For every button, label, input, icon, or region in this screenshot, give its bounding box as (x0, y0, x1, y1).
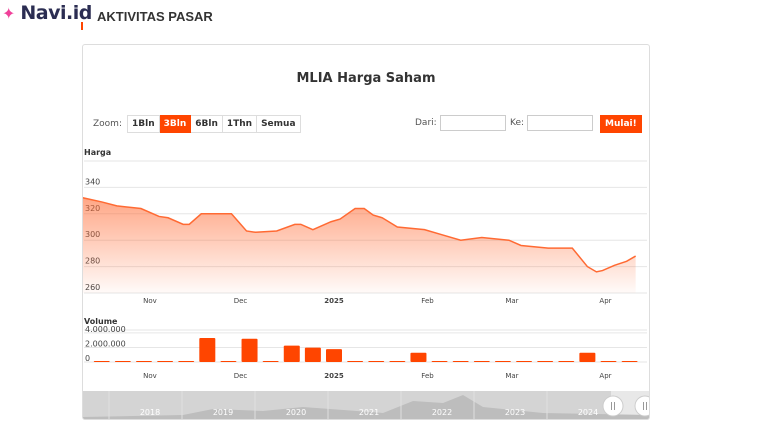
volume-bar (494, 361, 511, 362)
x-tick-label: Dec (234, 372, 248, 380)
zoom-1thn-button[interactable]: 1Thn (222, 115, 258, 133)
x-tick-label: 2025 (324, 372, 344, 380)
price-tick-label: 340 (85, 177, 100, 186)
navigator-year-label: 2022 (432, 408, 452, 417)
volume-bar (410, 352, 427, 362)
x-tick-label: Dec (234, 297, 248, 305)
volume-tick-label: 4.000.000 (85, 325, 126, 334)
volume-bar (114, 361, 131, 362)
navigator-year-label: 2024 (578, 408, 598, 417)
page-title: AKTIVITAS PASAR (97, 9, 213, 24)
x-tick-label: 2025 (324, 297, 344, 305)
zoom-3bln-button[interactable]: 3Bln (159, 115, 192, 133)
volume-bar (220, 361, 237, 362)
to-date-input[interactable] (527, 115, 594, 131)
price-area (83, 197, 636, 293)
from-date-input[interactable] (439, 115, 506, 131)
zoom-6bln-button[interactable]: 6Bln (191, 115, 223, 133)
volume-bar (304, 347, 321, 362)
x-tick-label: Apr (599, 297, 611, 305)
volume-tick-label: 0 (85, 354, 90, 363)
volume-bar (241, 338, 258, 362)
volume-bar (389, 361, 406, 362)
divider (81, 22, 83, 30)
sparkle-icon: ✦ (2, 3, 16, 23)
volume-bar (283, 345, 300, 362)
volume-bar (431, 361, 448, 362)
volume-bar (157, 361, 174, 362)
volume-tick-label: 2.000.000 (85, 339, 126, 348)
x-tick-label: Feb (421, 297, 434, 305)
zoom-label: Zoom: (93, 119, 122, 129)
volume-bar (368, 361, 385, 362)
to-label: Ke: (510, 118, 525, 128)
price-line (83, 197, 637, 273)
navigator-year-label: 2019 (213, 408, 233, 417)
navigator-series (83, 395, 649, 419)
navigator-handle[interactable] (602, 395, 624, 417)
mulai-button[interactable]: Mulai! (600, 115, 642, 133)
volume-bar (621, 361, 638, 362)
volume-bar (537, 361, 554, 362)
navigator-year-label: 2023 (505, 408, 525, 417)
volume-bar (262, 361, 279, 362)
volume-bar (516, 361, 533, 362)
x-tick-label: Feb (421, 372, 434, 380)
x-tick-label: Mar (505, 372, 518, 380)
x-tick-label: Apr (599, 372, 611, 380)
volume-bar (135, 361, 152, 362)
zoom-selector: Zoom: 1Bln 3Bln 6Bln 1Thn Semua (93, 115, 301, 133)
volume-bar (347, 361, 364, 362)
volume-bar (93, 361, 110, 362)
brand-name: Navi.id (20, 2, 92, 24)
navigator-year-label: 2020 (286, 408, 306, 417)
volume-bar (473, 361, 490, 362)
volume-bar (558, 361, 575, 362)
volume-axis-title: Volume (84, 317, 118, 326)
volume-bar (326, 349, 342, 362)
chart-title: MLIA Harga Saham (296, 71, 436, 86)
navigator-year-label: 2018 (140, 408, 160, 417)
brand-logo[interactable]: ✦ Navi.id (2, 2, 92, 24)
price-axis-title: Harga (84, 148, 111, 157)
x-tick-label: Nov (143, 297, 157, 305)
zoom-semua-button[interactable]: Semua (257, 115, 301, 133)
volume-bar (579, 352, 596, 362)
from-label: Dari: (415, 118, 437, 128)
navigator-handle[interactable] (634, 395, 649, 417)
stock-chart-card: MLIA Harga Saham Zoom: 1Bln 3Bln 6Bln 1T… (82, 44, 650, 420)
volume-bar (600, 361, 617, 362)
volume-bar (199, 338, 216, 362)
x-tick-label: Mar (505, 297, 518, 305)
navigator-year-label: 2021 (359, 408, 379, 417)
zoom-1bln-button[interactable]: 1Bln (126, 115, 160, 133)
volume-bar (452, 361, 469, 362)
volume-bar (178, 361, 195, 362)
x-tick-label: Nov (143, 372, 157, 380)
price-volume-chart: Harga260280300320340NovDec2025FebMarAprV… (83, 148, 649, 419)
to-range: Ke: (510, 115, 594, 131)
from-range: Dari: (415, 115, 506, 131)
